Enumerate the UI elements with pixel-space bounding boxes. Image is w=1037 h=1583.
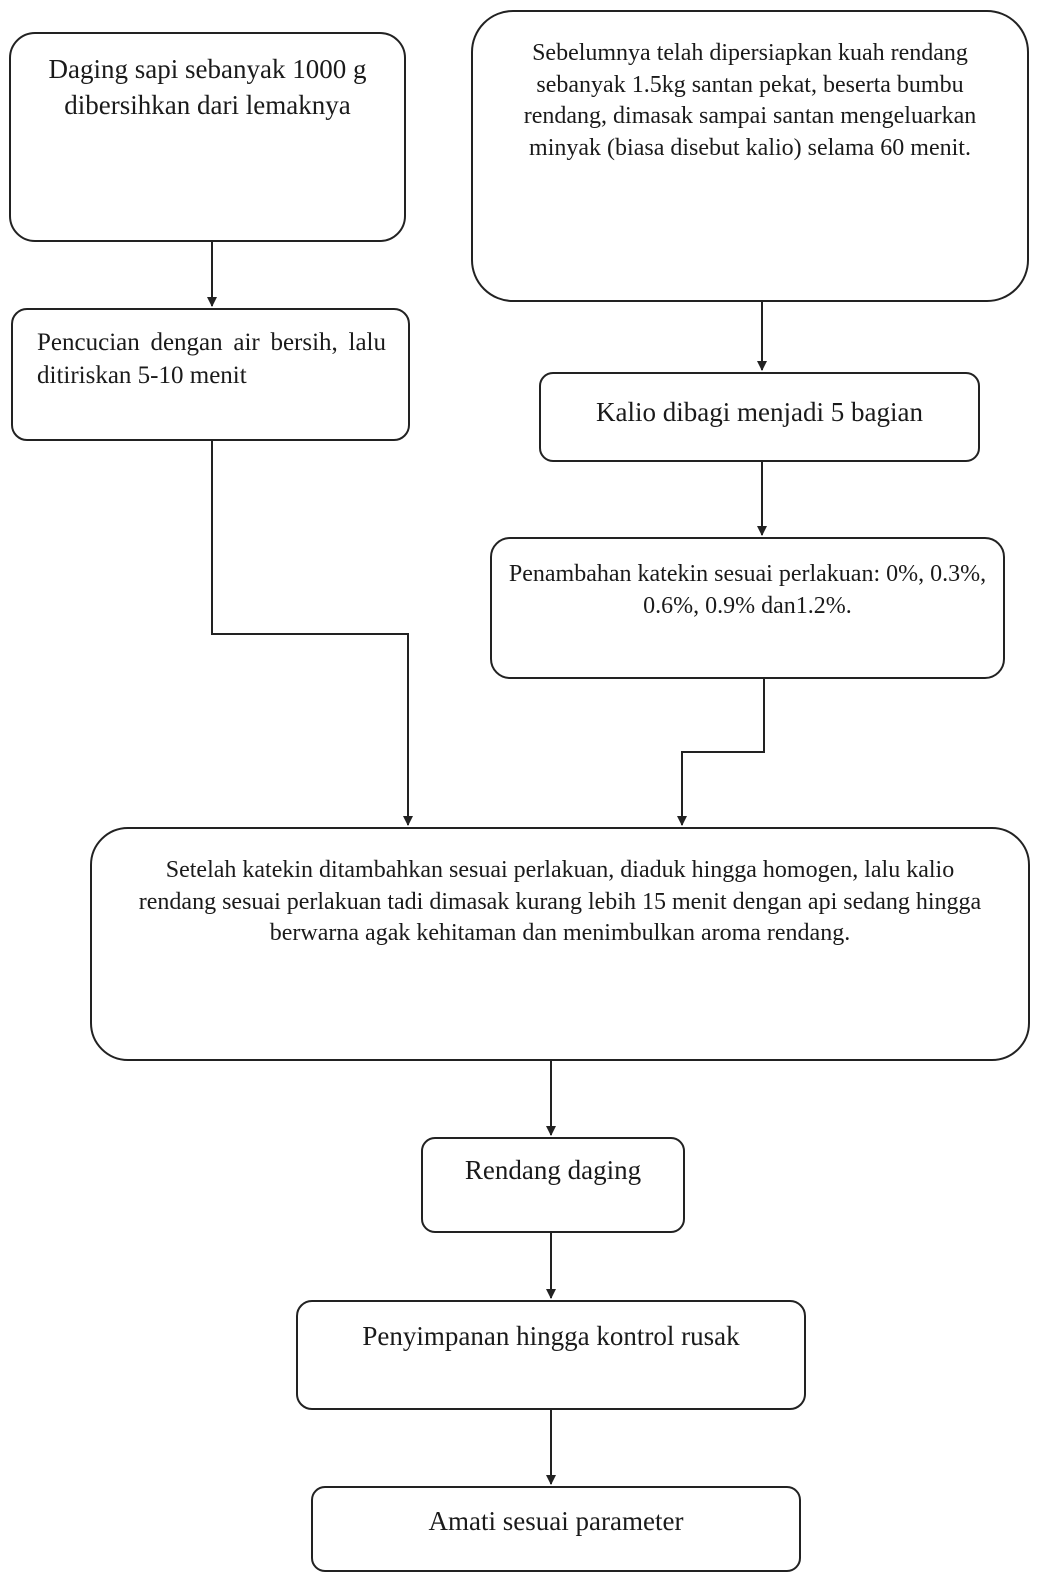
step-text-kalio: Kalio dibagi menjadi 5 bagian — [596, 397, 923, 428]
step-box-penyimpanan: Penyimpanan hingga kontrol rusak — [296, 1300, 806, 1410]
step-box-setelah: Setelah katekin ditambahkan sesuai perla… — [90, 827, 1030, 1061]
step-text-setelah: Setelah katekin ditambahkan sesuai perla… — [138, 857, 982, 947]
arrow-katekin-to-setelah — [677, 679, 765, 826]
step-box-kuah: Sebelumnya telah dipersiapkan kuah renda… — [471, 10, 1029, 302]
step-box-pencucian: Pencucian dengan air bersih, lalu ditiri… — [11, 308, 410, 441]
arrow-pencucian-to-setelah — [211, 441, 413, 826]
step-text-kuah: Sebelumnya telah dipersiapkan kuah renda… — [523, 40, 977, 162]
step-text-daging: Daging sapi sebanyak 1000 g dibersihkan … — [48, 54, 367, 120]
step-text-rendang: Rendang daging — [464, 1155, 642, 1185]
step-text-penyimpanan: Penyimpanan hingga kontrol rusak — [362, 1321, 740, 1351]
step-text-amati: Amati sesuai parameter — [428, 1506, 684, 1536]
step-text-katekin: Penambahan katekin sesuai perlakuan: 0%,… — [508, 561, 987, 619]
step-box-daging: Daging sapi sebanyak 1000 g dibersihkan … — [9, 32, 406, 242]
step-text-pencucian: Pencucian dengan air bersih, lalu ditiri… — [37, 329, 386, 389]
step-box-amati: Amati sesuai parameter — [311, 1486, 801, 1572]
step-box-kalio: Kalio dibagi menjadi 5 bagian — [539, 372, 980, 462]
step-box-rendang: Rendang daging — [421, 1137, 685, 1233]
step-box-katekin: Penambahan katekin sesuai perlakuan: 0%,… — [490, 537, 1005, 679]
